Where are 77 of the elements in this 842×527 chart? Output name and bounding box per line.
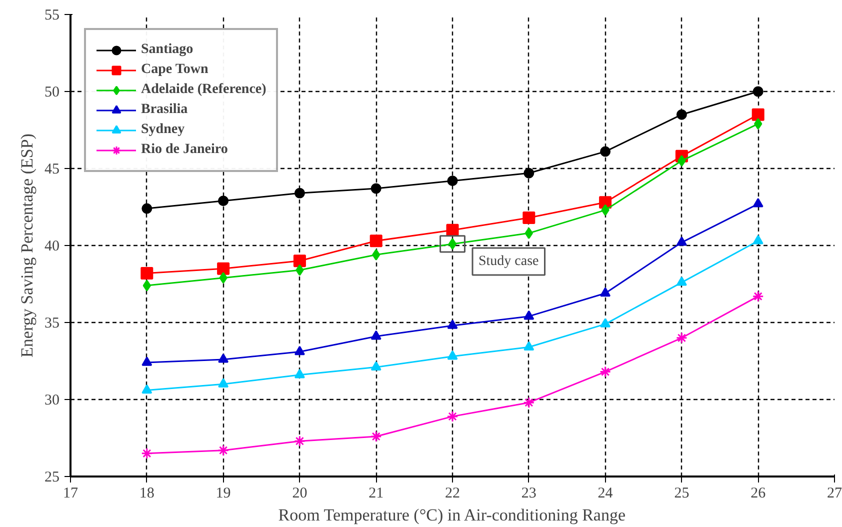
point	[218, 196, 229, 206]
point	[370, 234, 382, 248]
legend-label: Adelaide (Reference)	[141, 82, 266, 98]
point	[600, 146, 611, 157]
point	[524, 341, 534, 350]
x-tick-label: 19	[216, 486, 231, 502]
point	[294, 188, 305, 198]
point	[752, 198, 764, 208]
x-tick-label: 25	[674, 486, 690, 502]
y-tick-label: 35	[44, 316, 60, 332]
point	[524, 227, 533, 239]
x-tick-label: 22	[445, 486, 460, 502]
point	[447, 176, 458, 186]
x-tick-label: 18	[139, 486, 154, 502]
point	[754, 118, 762, 130]
legend-label: Cape Town	[141, 62, 208, 78]
y-tick-label: 45	[44, 162, 60, 178]
point	[676, 276, 687, 286]
x-tick-label: 27	[827, 486, 842, 502]
y-tick-label: 30	[44, 392, 60, 408]
y-tick-label: 40	[44, 238, 60, 254]
point	[447, 320, 458, 329]
point	[752, 290, 764, 302]
point	[524, 168, 534, 178]
point	[676, 236, 687, 246]
point	[293, 254, 306, 268]
x-tick-label: 26	[750, 486, 766, 502]
point	[370, 183, 382, 194]
point	[219, 272, 228, 284]
x-axis-title: Room Temperature (°C) in Air-conditioning Range	[278, 506, 626, 524]
point	[752, 234, 764, 244]
annotation: Study case	[478, 254, 539, 269]
legend-label: Rio de Janeiro	[141, 142, 228, 158]
point	[218, 444, 230, 456]
point	[218, 354, 229, 363]
point	[142, 384, 152, 394]
x-tick-label: 24	[598, 486, 614, 502]
point	[370, 430, 382, 442]
point	[141, 448, 153, 460]
y-axis-title: Energy Saving Percentage (ESP)	[18, 134, 36, 358]
x-tick-label: 21	[368, 486, 384, 502]
point	[217, 262, 230, 275]
x-tick-label: 17	[63, 486, 78, 502]
point	[447, 350, 458, 360]
point	[676, 109, 687, 120]
point	[294, 368, 305, 378]
point	[676, 332, 688, 344]
point	[142, 280, 151, 292]
point	[600, 366, 612, 378]
y-tick-label: 25	[44, 470, 60, 486]
point	[294, 435, 306, 447]
point	[601, 204, 610, 216]
x-tick-label: 23	[521, 486, 536, 502]
y-tick-label: 50	[44, 84, 60, 100]
point	[218, 378, 229, 388]
point	[142, 203, 152, 214]
point	[524, 310, 534, 320]
legend-label: Santiago	[141, 42, 194, 58]
point	[752, 108, 764, 121]
point	[294, 346, 305, 356]
legend-label: Sydney	[141, 122, 185, 138]
y-tick-label: 55	[44, 8, 60, 24]
point	[370, 330, 382, 340]
point	[522, 212, 536, 224]
point	[370, 361, 382, 371]
point	[446, 410, 458, 422]
point	[372, 248, 380, 260]
point	[140, 266, 154, 280]
point	[142, 356, 152, 366]
legend-label: Brasilia	[141, 102, 188, 118]
x-tick-label: 20	[292, 486, 308, 502]
point	[296, 264, 304, 276]
point	[752, 86, 764, 97]
point	[600, 318, 611, 328]
point	[523, 396, 535, 408]
point	[678, 155, 686, 167]
point	[600, 287, 611, 297]
